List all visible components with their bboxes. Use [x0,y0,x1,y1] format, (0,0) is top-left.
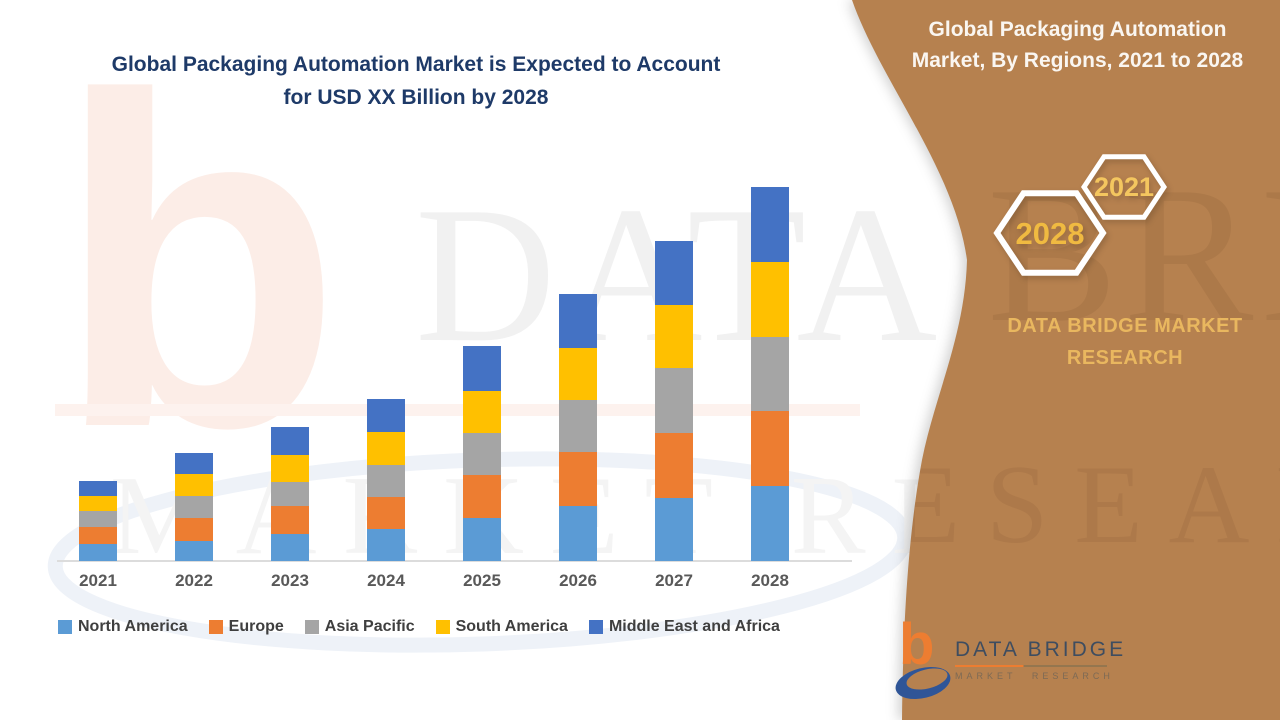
bar-segment-middle-east-and-africa [559,294,597,348]
panel-brand-line1: DATA BRIDGE MARKET [1007,315,1243,337]
bar-segment-south-america [559,348,597,400]
bar-segment-south-america [751,262,789,337]
logo-name: DATA BRIDGE [955,638,1127,661]
bar-segment-middle-east-and-africa [751,187,789,262]
side-panel-background [852,0,1280,720]
hexagon-2021 [1081,154,1167,220]
logo-subtitle: MARKET RESEARCH [955,671,1114,681]
panel-heading-line2: Market, By Regions, 2021 to 2028 [911,49,1244,72]
year-hexagons: 2021 2028 [993,154,1167,276]
panel-heading-line1: Global Packaging Automation [928,18,1227,41]
chart-title-line1: Global Packaging Automation Market is Ex… [111,53,721,76]
bar-segment-south-america [655,305,693,368]
bar-segment-asia-pacific [655,368,693,433]
bar-segment-middle-east-and-africa [367,399,405,432]
bar-segment-asia-pacific [559,400,597,452]
bar-segment-asia-pacific [751,337,789,411]
bar-segment-middle-east-and-africa [655,241,693,305]
bar-segment-middle-east-and-africa [271,427,309,455]
bar-segment-south-america [463,391,501,433]
panel-brand-text: DATA BRIDGE MARKET RESEARCH [955,310,1280,374]
panel-brand-line2: RESEARCH [1066,347,1184,369]
hexagon-2021-label: 2021 [1094,172,1154,202]
logo-swoosh-icon [895,666,951,700]
logo-text-block: DATA BRIDGE MARKET RESEARCH [955,638,1126,681]
chart-title-line2: for USD XX Billion by 2028 [283,86,549,109]
hexagon-2028 [993,190,1107,276]
hexagon-2028-label: 2028 [1016,216,1085,251]
chart-title: Global Packaging Automation Market is Ex… [36,48,796,114]
panel-watermark-line2: MARKET RESEARCH [110,443,1280,567]
databridge-logo: b DATA BRIDGE MARKET RESEARCH [893,616,1123,712]
logo-underline [955,665,1107,667]
panel-heading: Global Packaging Automation Market, By R… [885,14,1270,76]
bar-segment-middle-east-and-africa [463,346,501,391]
